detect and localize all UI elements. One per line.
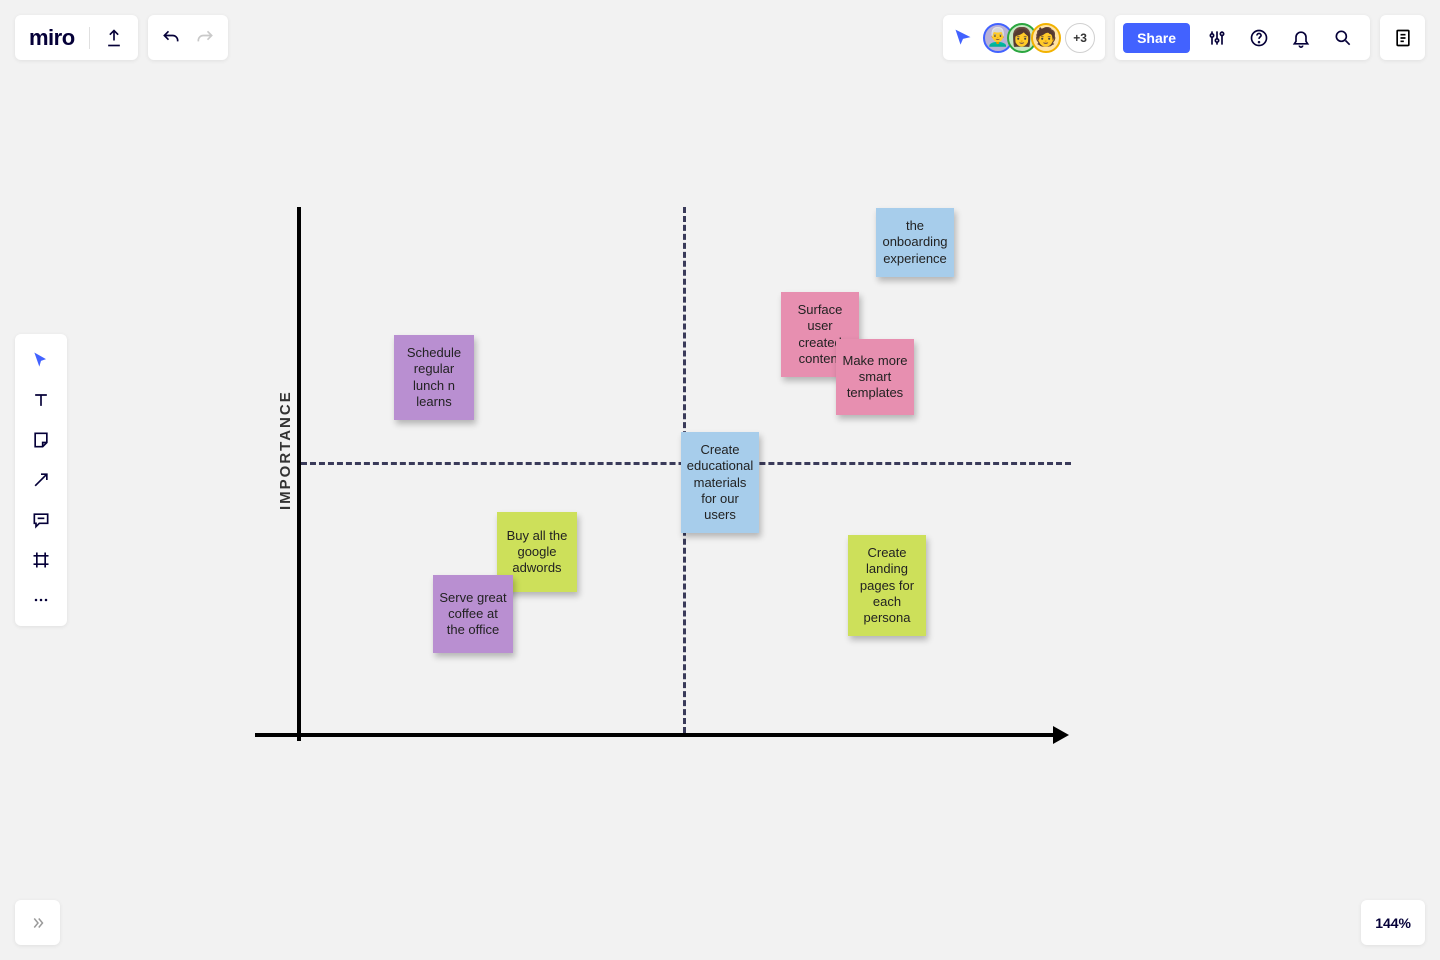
board-canvas[interactable]: IMPORTANCE Schedule regular lunch n learn… [0, 0, 1440, 960]
select-tool[interactable] [15, 340, 67, 380]
sticky-smart-templates[interactable]: Make more smart templates [836, 339, 914, 415]
zoom-level[interactable]: 144% [1361, 900, 1425, 945]
quadrant-chart: IMPORTANCE Schedule regular lunch n learn… [0, 0, 1440, 960]
zoom-label: 144% [1375, 915, 1411, 931]
presence-cursor-icon[interactable] [953, 28, 973, 48]
sticky-serve-coffee[interactable]: Serve great coffee at the office [433, 575, 513, 653]
text-tool[interactable] [15, 380, 67, 420]
notes-button[interactable] [1380, 15, 1425, 60]
share-panel: Share [1115, 15, 1370, 60]
avatar[interactable]: 🧑 [1031, 23, 1061, 53]
search-icon[interactable] [1324, 15, 1362, 60]
x-axis [255, 733, 1055, 737]
sticky-note-tool[interactable] [15, 420, 67, 460]
divider [89, 27, 90, 49]
frame-tool[interactable] [15, 540, 67, 580]
sticky-lunch-learns[interactable]: Schedule regular lunch n learns [394, 335, 474, 420]
redo-icon[interactable] [188, 15, 222, 60]
arrow-tool[interactable] [15, 460, 67, 500]
logo-panel: miro [15, 15, 138, 60]
expand-panel-button[interactable] [15, 900, 60, 945]
sticky-edu-materials[interactable]: Create educational materials for our use… [681, 432, 759, 533]
app-logo[interactable]: miro [29, 25, 75, 51]
share-button[interactable]: Share [1123, 23, 1190, 53]
y-axis-label: IMPORTANCE [277, 390, 294, 510]
sticky-landing-pages[interactable]: Create landing pages for each persona [848, 535, 926, 636]
x-axis-arrowhead [1053, 726, 1069, 744]
sticky-onboarding[interactable]: the onboarding experience [876, 208, 954, 277]
presence-panel: 👨‍🦳👩🧑 +3 [943, 15, 1105, 60]
export-icon[interactable] [104, 15, 124, 60]
notifications-icon[interactable] [1282, 15, 1320, 60]
presence-overflow-count[interactable]: +3 [1065, 23, 1095, 53]
settings-icon[interactable] [1198, 15, 1236, 60]
tool-toolbar [15, 334, 67, 626]
more-tools[interactable] [15, 580, 67, 620]
y-axis [297, 207, 301, 741]
history-panel [148, 15, 228, 60]
comment-tool[interactable] [15, 500, 67, 540]
undo-icon[interactable] [154, 15, 188, 60]
help-icon[interactable] [1240, 15, 1278, 60]
avatar-stack[interactable]: 👨‍🦳👩🧑 [983, 23, 1061, 53]
